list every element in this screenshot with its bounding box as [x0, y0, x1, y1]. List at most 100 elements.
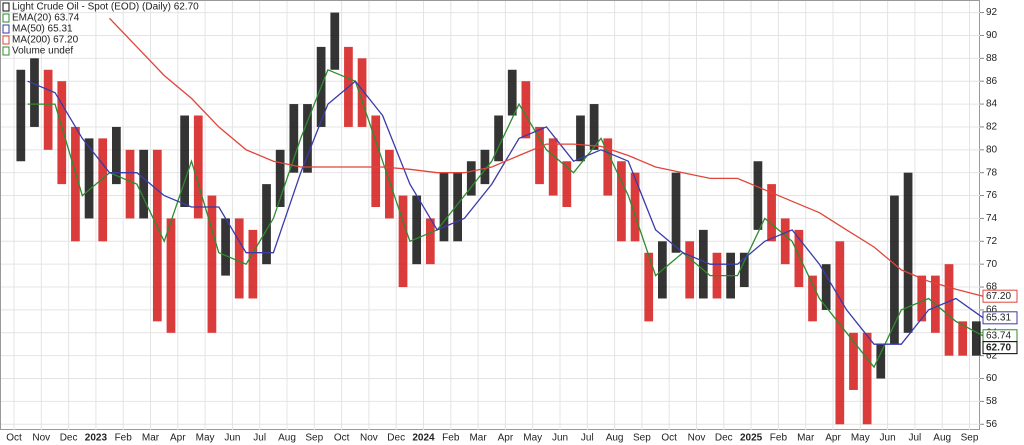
price-bar — [16, 69, 26, 162]
x-tick-label: Oct — [6, 433, 22, 444]
price-bar — [698, 229, 708, 299]
x-tick-label: 2023 — [85, 433, 108, 444]
y-tick-label: 62 — [986, 350, 998, 361]
price-bar — [862, 332, 872, 425]
price-bar — [248, 229, 258, 299]
x-tick-label: 2025 — [740, 433, 763, 444]
y-tick-label: 76 — [986, 190, 998, 201]
price-bar — [507, 69, 517, 116]
price-bar — [958, 321, 968, 356]
legend-swatch — [2, 2, 10, 12]
x-tick-label: Dec — [715, 433, 733, 444]
price-bar — [112, 126, 121, 185]
price-bar — [71, 126, 80, 242]
ma-line — [109, 17, 984, 297]
plot-frame — [0, 0, 980, 430]
price-bar — [589, 104, 599, 150]
legend-swatch — [2, 46, 10, 56]
price-bar — [357, 58, 367, 127]
y-tick-label: 78 — [986, 167, 998, 178]
y-tick-label: 74 — [986, 213, 998, 224]
price-bar — [494, 115, 503, 162]
x-tick-label: Apr — [498, 433, 514, 444]
x-tick-label: Feb — [115, 433, 133, 444]
price-bar — [480, 149, 490, 185]
x-tick-label: Dec — [60, 433, 78, 444]
price-bar — [330, 12, 340, 70]
price-bar — [521, 81, 531, 139]
x-tick-label: Apr — [170, 433, 186, 444]
x-tick-label: Nov — [32, 433, 50, 444]
price-bar — [84, 138, 94, 219]
price-bar — [548, 138, 558, 196]
x-tick-label: Jun — [880, 433, 896, 444]
value-tag-label: 62.70 — [986, 342, 1011, 353]
y-tick-label: 90 — [986, 30, 998, 41]
price-bar — [617, 161, 626, 242]
price-bar — [43, 69, 53, 150]
price-bar — [603, 138, 613, 196]
x-tick-label: Nov — [360, 433, 378, 444]
x-tick-label: Aug — [606, 433, 624, 444]
price-bar — [671, 172, 681, 253]
x-tick-label: Mar — [469, 433, 487, 444]
value-tag-label: 67.20 — [986, 291, 1011, 302]
price-bar — [180, 115, 189, 207]
ma-line — [27, 68, 984, 369]
price-bar — [98, 138, 108, 242]
y-tick-label: 60 — [986, 373, 998, 384]
x-tick-label: Nov — [688, 433, 706, 444]
price-bar — [780, 218, 790, 265]
price-bar — [275, 149, 285, 207]
x-tick-label: May — [851, 433, 870, 444]
price-bar — [821, 264, 831, 310]
price-bar — [466, 161, 476, 196]
legend-swatch — [2, 24, 10, 34]
price-bar — [767, 184, 776, 242]
price-bar — [166, 218, 176, 333]
legend-entry: Light Crude Oil - Spot (EOD) (Daily) 62.… — [12, 2, 199, 13]
price-bar — [835, 241, 845, 425]
price-bar — [30, 58, 39, 127]
price-bar — [57, 81, 67, 185]
x-tick-label: Mar — [797, 433, 815, 444]
y-tick-label: 68 — [986, 282, 998, 293]
marks — [16, 12, 981, 425]
y-tick-label: 82 — [986, 122, 998, 133]
price-bar — [971, 321, 981, 356]
legend-entry: Volume undef — [12, 46, 73, 57]
x-tick-label: May — [196, 433, 215, 444]
price-bar — [685, 241, 695, 299]
price-bar — [303, 104, 312, 173]
price-bar — [207, 195, 217, 333]
y-tick-label: 72 — [986, 236, 998, 247]
price-bar — [876, 344, 886, 379]
x-tick-label: Apr — [825, 433, 841, 444]
value-tag-label: 63.74 — [986, 330, 1011, 341]
x-tick-label: Sep — [633, 433, 651, 444]
value-tag — [982, 289, 1018, 303]
price-bar — [794, 229, 804, 288]
price-bar — [262, 184, 271, 265]
legend-entry: MA(50) 65.31 — [12, 24, 73, 35]
y-tick-label: 80 — [986, 144, 998, 155]
price-bar — [630, 172, 640, 242]
price-bar — [576, 115, 585, 162]
y-tick-label: 84 — [986, 99, 998, 110]
x-tick-label: Dec — [387, 433, 405, 444]
price-bar — [385, 149, 394, 219]
y-tick-label: 92 — [986, 7, 998, 18]
price-bar — [808, 275, 817, 322]
y-tick-label: 66 — [986, 305, 998, 316]
price-bar — [425, 218, 435, 265]
price-bar — [139, 149, 149, 219]
x-tick-label: Jul — [909, 433, 922, 444]
price-bar — [562, 161, 572, 207]
y-tick-label: 86 — [986, 76, 998, 87]
value-tag — [982, 311, 1018, 325]
x-tick-label: Aug — [933, 433, 951, 444]
price-bar — [739, 252, 749, 288]
x-tick-label: Jul — [581, 433, 594, 444]
